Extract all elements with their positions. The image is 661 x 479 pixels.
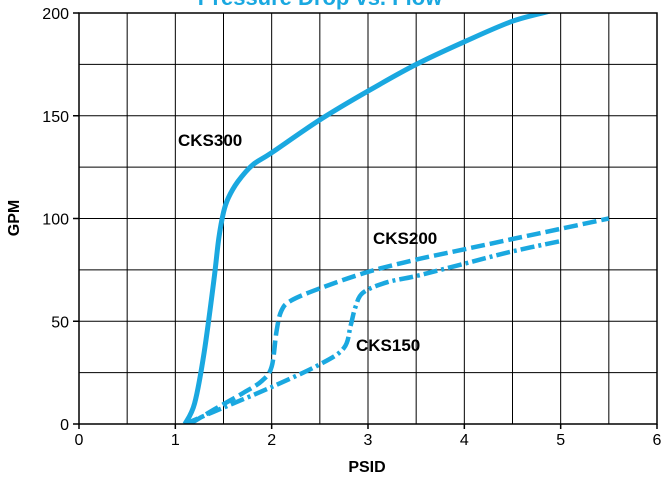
chart-title: Pressure Drop vs. Flow xyxy=(198,0,443,10)
x-tick-label: 5 xyxy=(556,432,565,449)
y-tick-label: 50 xyxy=(51,314,69,331)
x-tick-label: 2 xyxy=(267,432,276,449)
y-tick-label: 200 xyxy=(42,6,69,23)
x-tick-label: 1 xyxy=(171,432,180,449)
x-tick-label: 0 xyxy=(75,432,84,449)
x-tick-label: 3 xyxy=(364,432,373,449)
series-group xyxy=(185,11,609,424)
x-tick-label: 4 xyxy=(460,432,469,449)
grid xyxy=(79,13,657,424)
cks200-label: CKS200 xyxy=(373,229,437,248)
x-tick-label: 6 xyxy=(653,432,661,449)
y-tick-label: 0 xyxy=(60,417,69,434)
y-tick-label: 100 xyxy=(42,212,69,229)
y-axis-label: GPM xyxy=(6,200,23,236)
cks300-label: CKS300 xyxy=(178,131,242,150)
y-tick-label: 150 xyxy=(42,109,69,126)
x-axis-label: PSID xyxy=(348,459,385,476)
cks150-label: CKS150 xyxy=(356,336,420,355)
